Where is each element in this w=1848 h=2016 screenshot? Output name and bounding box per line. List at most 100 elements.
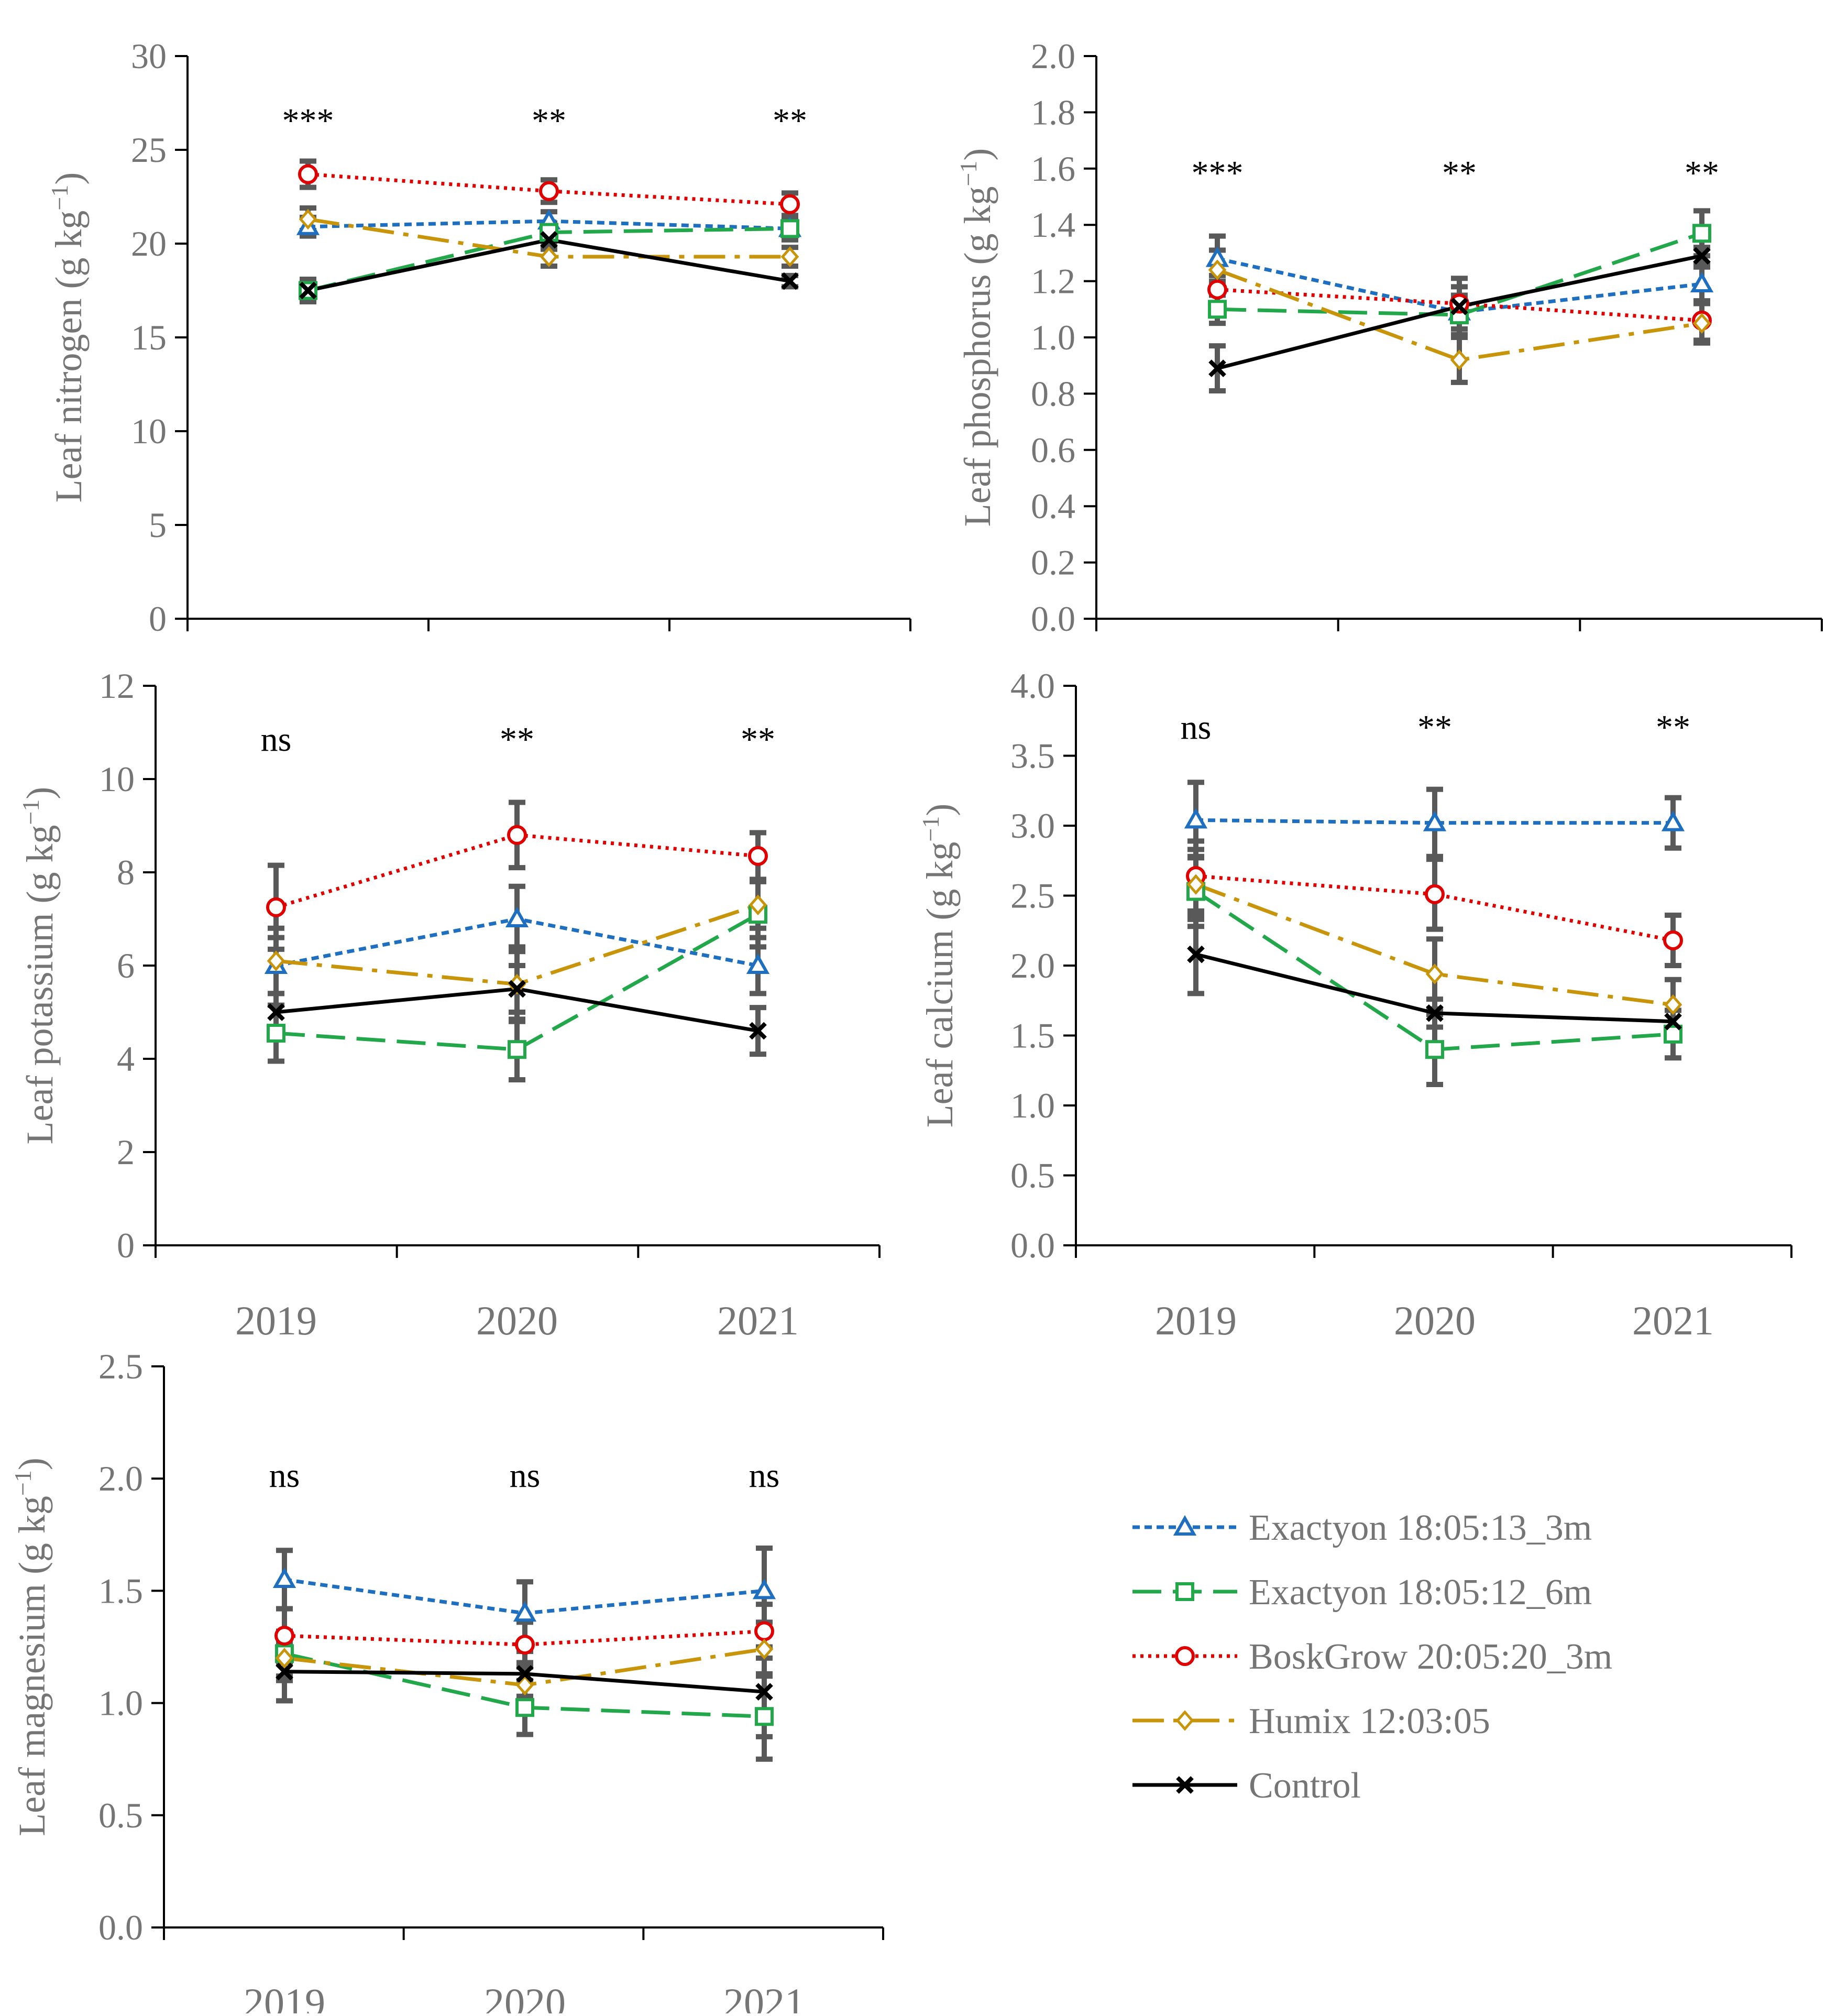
y-tick-label: 2 (117, 1132, 135, 1172)
data-point (1208, 259, 1227, 280)
significance-label: ns (1181, 708, 1212, 747)
data-point (1425, 884, 1445, 904)
y-tick-label: 0.6 (1031, 430, 1075, 470)
y-axis-label-main: Leaf magnesium (g kg (11, 1496, 53, 1836)
y-axis-label-exponent: −1 (46, 185, 73, 211)
legend-marker (1173, 1515, 1197, 1536)
significance-label: ns (749, 1456, 780, 1495)
y-axis-label-main: Leaf nitrogen (g kg (48, 211, 90, 503)
data-point (515, 1674, 534, 1696)
y-tick-label: 0.0 (1031, 599, 1075, 639)
data-point (508, 1040, 526, 1059)
y-axis-label: Leaf potassium (g kg−1) (17, 787, 61, 1145)
data-point (267, 1003, 285, 1021)
legend-item: Exactyon 18:05:13_3m (1132, 1508, 1592, 1548)
y-axis-label-exponent: −1 (955, 161, 982, 187)
chart-phosphorus: 0.0 0.2 0.4 0.6 0.8 1.0 1.2 1.4 1.6 1.8 2.0 Leaf ph… (955, 36, 1823, 639)
legend: Exactyon 18:05:13_3m Exactyon 18:05:12_6m… (1132, 1508, 1612, 1806)
y-tick-label: 25 (131, 130, 167, 170)
data-point (540, 231, 558, 249)
y-axis-label-exponent: −1 (17, 799, 44, 825)
significance-label: ns (261, 720, 292, 759)
y-tick-label: 8 (117, 852, 135, 892)
y-axis-label-end: ) (48, 172, 90, 185)
data-point (539, 181, 559, 201)
data-point (507, 825, 527, 845)
data-point (755, 1707, 774, 1726)
y-tick-label: 0 (117, 1225, 135, 1265)
significance-label: ** (1417, 708, 1452, 747)
data-point (780, 194, 800, 214)
series-line (1216, 268, 1702, 362)
data-point (1187, 945, 1205, 963)
data-point (1664, 994, 1682, 1015)
y-tick-label: 1.6 (1031, 149, 1075, 189)
y-tick-label: 1.5 (1010, 1016, 1055, 1056)
x-tick-label: 2020 (484, 1980, 566, 2013)
significance-label: ns (269, 1456, 300, 1495)
x-tick-label: 2019 (1155, 1298, 1237, 1343)
y-axis-label-main: Leaf phosphorus (g kg (956, 187, 998, 527)
data-point (508, 980, 526, 998)
y-axis-label-end: ) (956, 148, 998, 161)
y-axis-label-end: ) (11, 1458, 53, 1470)
y-tick-label: 2.0 (1010, 946, 1055, 985)
x-tick-label: 2020 (476, 1298, 558, 1343)
data-point (515, 1635, 535, 1655)
y-tick-label: 2.0 (98, 1459, 143, 1498)
data-point (275, 1648, 294, 1669)
data-point (1423, 810, 1447, 831)
y-tick-label: 10 (131, 411, 167, 451)
data-point (272, 1567, 296, 1588)
y-tick-label: 1.4 (1031, 205, 1075, 245)
y-tick-label: 1.0 (1031, 317, 1075, 357)
y-tick-label: 1.2 (1031, 261, 1075, 301)
data-point (1450, 298, 1468, 315)
y-tick-label: 2.5 (98, 1346, 143, 1386)
data-point (1664, 1012, 1682, 1031)
y-axis-label-end: ) (919, 804, 961, 816)
significance-label: ** (773, 102, 807, 140)
y-axis-label-main: Leaf calcium (g kg (919, 842, 961, 1128)
significance-label: ** (532, 102, 566, 140)
data-point (1450, 349, 1469, 370)
y-axis-label: Leaf magnesium (g kg−1) (9, 1458, 53, 1836)
significance-label: ** (1442, 154, 1477, 192)
y-axis-label-exponent: −1 (9, 1470, 36, 1496)
legend-marker (1176, 1776, 1194, 1794)
chart-potassium: 0 2 4 6 8 10 12 2019 2020 2021 Leaf potassium (g k… (17, 666, 881, 1343)
y-tick-label: 12 (99, 666, 135, 706)
y-tick-label: 0.0 (98, 1908, 143, 1947)
x-tick-label: 2021 (717, 1298, 799, 1343)
series-line (1195, 874, 1674, 943)
y-tick-label: 0 (149, 599, 167, 639)
legend-marker (1175, 1582, 1194, 1601)
data-point (540, 246, 558, 267)
data-point (515, 1698, 534, 1717)
data-point (1661, 810, 1685, 831)
series-line (1217, 288, 1702, 323)
y-axis-label-main: Leaf potassium (g kg (19, 825, 61, 1145)
data-point (516, 1665, 534, 1683)
data-point (1208, 300, 1227, 319)
y-axis-label-exponent: −1 (917, 816, 944, 842)
y-tick-label: 0.8 (1031, 374, 1075, 413)
legend-label: BoskGrow 20:05:20_3m (1249, 1637, 1612, 1677)
data-point (780, 219, 799, 238)
x-tick-label: 2019 (244, 1980, 325, 2013)
series-line (1195, 818, 1673, 825)
data-point (749, 894, 767, 916)
data-point (755, 1638, 774, 1660)
data-point (1663, 930, 1683, 950)
significance-label: ** (1685, 154, 1719, 192)
legend-item: BoskGrow 20:05:20_3m (1132, 1637, 1612, 1677)
series-line (307, 172, 790, 206)
y-tick-label: 20 (131, 224, 167, 264)
y-tick-label: 5 (149, 505, 167, 545)
y-tick-label: 3.0 (1010, 806, 1055, 846)
y-axis-label-end: ) (19, 787, 61, 799)
